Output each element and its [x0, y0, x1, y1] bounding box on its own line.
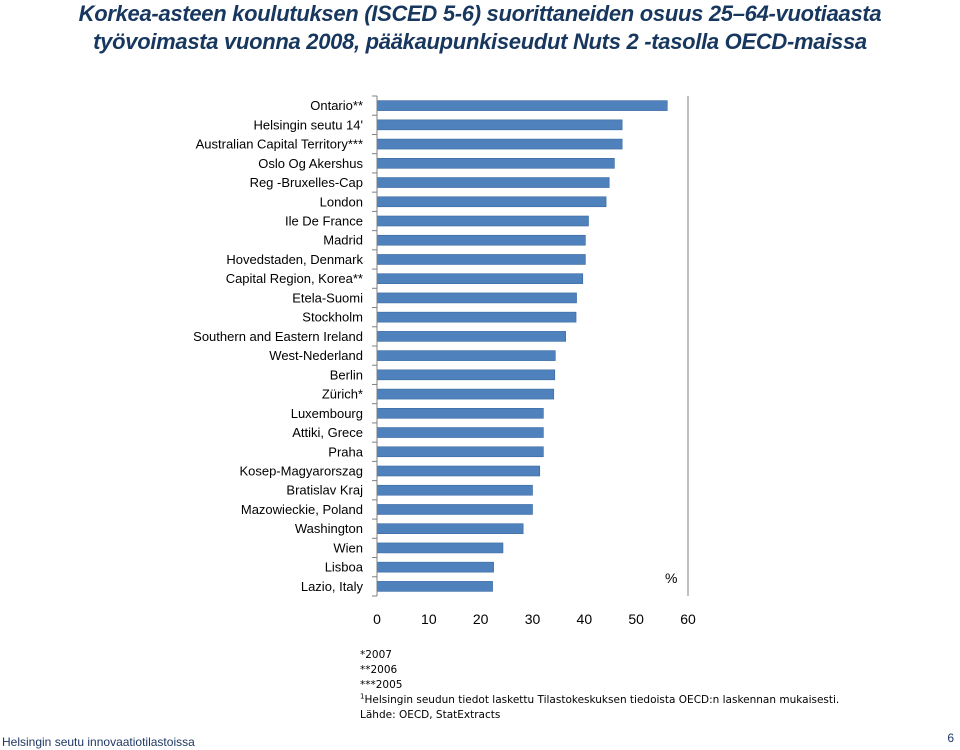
bar-madrid: [376, 234, 586, 246]
bar-washington: [376, 523, 524, 534]
category-label-lazio-italy: Lazio, Italy: [301, 579, 364, 594]
category-label-luxembourg: Luxembourg: [291, 406, 363, 421]
bar-australian-capital-territory: [376, 138, 623, 150]
bar-luxembourg: [376, 408, 544, 419]
x-tick-label-20: 20: [473, 611, 489, 627]
footnote-2005: ***2005: [360, 679, 403, 691]
category-label-ontario: Ontario**: [310, 98, 363, 113]
bar-reg-bruxelles-cap: [376, 177, 610, 188]
bar-etela-suomi: [376, 292, 577, 304]
bars-group: [376, 100, 668, 592]
bar-hovedstaden-denmark: [376, 254, 586, 265]
footer-text: Helsingin seutu innovaatiotilastoissa: [2, 735, 195, 749]
category-label-capital-region-korea: Capital Region, Korea**: [226, 271, 363, 286]
unit-label: %: [665, 570, 677, 586]
category-label-berlin: Berlin: [330, 367, 363, 382]
x-tick-label-0: 0: [373, 611, 381, 627]
bar-west-nederland: [376, 350, 556, 361]
footnote-2006: **2006: [360, 664, 398, 676]
bar-oslo-og-akershus: [376, 158, 615, 169]
category-label-kosep-magyarorszag: Kosep-Magyarorszag: [239, 464, 363, 479]
x-tick-label-40: 40: [577, 611, 593, 627]
category-label-australian-capital-territory: Australian Capital Territory***: [196, 137, 363, 152]
bar-southern-and-eastern-ireland: [376, 331, 566, 342]
category-label-southern-and-eastern-ireland: Southern and Eastern Ireland: [193, 329, 363, 344]
bar-capital-region-korea: [376, 273, 584, 284]
bar-wien: [376, 542, 504, 554]
footnote-helsinki: 1Helsingin seudun tiedot laskettu Tilast…: [360, 693, 839, 708]
category-label-praha: Praha: [328, 444, 363, 459]
category-label-west-nederland: West-Nederland: [269, 348, 363, 363]
category-labels-group: Ontario** Helsingin seutu 14' Australian C…: [193, 98, 364, 594]
bar-berlin: [376, 369, 556, 381]
bar-stockholm: [376, 311, 577, 323]
page-number: 6: [947, 731, 954, 745]
category-label-mazowieckie-poland: Mazowieckie, Poland: [241, 502, 363, 517]
x-tick-label-50: 50: [628, 611, 644, 627]
category-label-madrid: Madrid: [323, 233, 363, 248]
category-label-attiki-grece: Attiki, Grece: [292, 425, 363, 440]
chart-title-line-2: työvoimasta vuonna 2008, pääkaupunkiseud…: [93, 29, 867, 54]
category-label-stockholm: Stockholm: [302, 310, 363, 325]
category-label-reg-bruxelles-cap: Reg -Bruxelles-Cap: [250, 175, 363, 190]
bar-lazio-italy: [376, 581, 493, 592]
category-label-wien: Wien: [333, 540, 363, 555]
chart-title: Korkea-asteen koulutuksen (ISCED 5-6) su…: [0, 0, 960, 56]
footnotes: *2007 **2006 ***2005 1Helsingin seudun t…: [360, 648, 839, 723]
category-label-bratislav-kraj: Bratislav Kraj: [286, 483, 363, 498]
category-label-hovedstaden-denmark: Hovedstaden, Denmark: [226, 252, 363, 267]
footnote-helsinki-text: Helsingin seudun tiedot laskettu Tilasto…: [364, 694, 840, 706]
bar-mazowieckie-poland: [376, 504, 533, 515]
bar-kosep-magyarorszag: [376, 465, 541, 477]
category-label-lisboa: Lisboa: [325, 560, 364, 575]
bar-chart: Ontario** Helsingin seutu 14' Australian C…: [193, 95, 696, 627]
footnote-superscript: 1: [360, 692, 365, 701]
category-label-oslo-og-akershus: Oslo Og Akershus: [258, 156, 363, 171]
category-label-ile-de-france: Ile De France: [285, 214, 363, 229]
footnote-2007: *2007: [360, 649, 392, 661]
bar-z-rich: [376, 388, 555, 400]
category-label-helsingin-seutu-14: Helsingin seutu 14': [254, 117, 363, 132]
bar-praha: [376, 446, 544, 458]
x-tick-label-10: 10: [421, 611, 437, 627]
bar-bratislav-kraj: [376, 484, 533, 496]
bar-ontario: [376, 100, 668, 111]
axis-ticks-group: 0 10 20 30 40 50 60: [372, 95, 696, 627]
bar-ile-de-france: [376, 215, 589, 227]
bar-lisboa: [376, 561, 494, 573]
chart-title-line-1: Korkea-asteen koulutuksen (ISCED 5-6) su…: [78, 1, 882, 26]
footnote-source: Lähde: OECD, StatExtracts: [360, 709, 501, 721]
category-label-london: London: [320, 194, 363, 209]
bar-helsingin-seutu-14: [376, 119, 623, 131]
bar-london: [376, 196, 607, 208]
bar-attiki-grece: [376, 427, 544, 438]
category-label-etela-suomi: Etela-Suomi: [292, 290, 363, 305]
category-label-z-rich: Zürich*: [322, 387, 363, 402]
category-label-washington: Washington: [295, 521, 363, 536]
x-tick-label-60: 60: [680, 611, 696, 627]
x-tick-label-30: 30: [525, 611, 541, 627]
